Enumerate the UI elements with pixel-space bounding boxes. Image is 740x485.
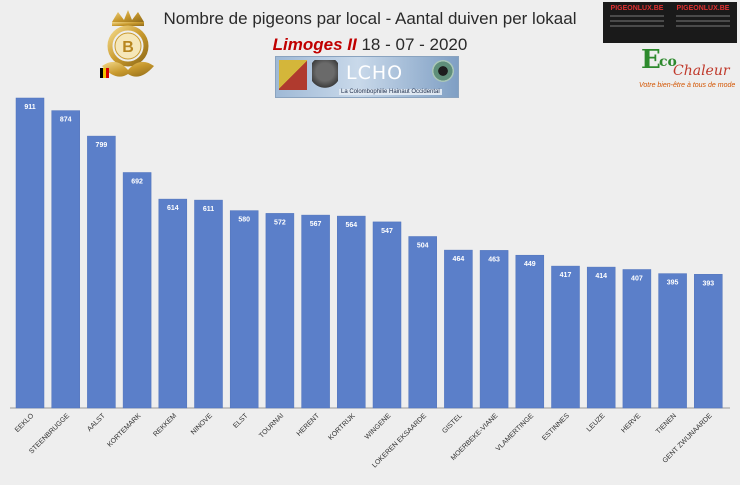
category-label: AALST (86, 412, 107, 433)
pigeon-icon (312, 60, 338, 90)
bar-aalst (87, 135, 116, 409)
data-label: 393 (702, 280, 714, 287)
data-label: 407 (631, 276, 643, 283)
bar-leuze (586, 266, 616, 409)
data-label: 417 (560, 272, 572, 279)
data-label: 874 (60, 117, 72, 124)
category-label: ESTINNES (541, 412, 571, 442)
data-label: 611 (203, 206, 214, 213)
hainaut-flag-icon (279, 60, 307, 90)
sponsor-right: PIGEONLUX.BE (672, 5, 734, 40)
bar-gent-zwijnaarde (694, 274, 723, 409)
bar-steenbrugge (51, 110, 80, 409)
bar-vlamertinge (515, 254, 545, 409)
bar-herve (622, 269, 652, 409)
eco-chaleur-logo: E co Chaleur Votre bien-être à tous de m… (639, 45, 739, 95)
category-label: STEENBRUGGE (28, 412, 71, 455)
eye-icon (432, 60, 454, 82)
bar-ninove (194, 199, 223, 409)
data-label: 564 (345, 222, 357, 229)
bar-tienen (658, 273, 687, 409)
lcho-banner: LCHO La Colombophilie Hainaut Occidental (275, 56, 459, 98)
category-label: HERVE (620, 412, 642, 434)
category-label: EEKLO (14, 412, 36, 434)
data-label: 464 (453, 256, 465, 263)
category-label: TIENEN (655, 412, 678, 435)
bar-rekkem (158, 198, 188, 409)
data-label: 572 (274, 219, 286, 226)
bar-herent (301, 214, 330, 409)
sponsor-right-text: PIGEONLUX.BE (676, 5, 730, 12)
bar-moerbeke-viane (479, 250, 509, 409)
sponsor-left: PIGEONLUX.BE (606, 5, 668, 40)
data-label: 567 (310, 221, 322, 228)
eco-e: E (641, 45, 661, 75)
bar-lokeren-eksaarde (408, 236, 437, 409)
bar-eeklo (15, 97, 45, 409)
data-label: 799 (96, 142, 108, 149)
data-label: 504 (417, 243, 429, 250)
banner-tagline: La Colombophilie Hainaut Occidental (339, 89, 442, 95)
category-label: KORTEMARK (106, 412, 142, 448)
eco-co: co (659, 54, 677, 70)
data-label: 395 (667, 280, 679, 287)
data-label: 580 (238, 217, 250, 224)
bar-elst (229, 210, 259, 409)
data-label: 911 (24, 104, 35, 111)
category-label: NINOVE (190, 412, 214, 436)
bar-kortrijk (337, 215, 366, 409)
banner-brand: LCHO (346, 62, 404, 84)
category-label: GISTEL (441, 412, 464, 435)
bar-kortemark (122, 172, 152, 409)
bar-gistel (444, 249, 473, 409)
data-label: 463 (488, 256, 500, 263)
category-label: REKKEM (152, 412, 178, 438)
data-label: 614 (167, 205, 179, 212)
sponsor-left-text: PIGEONLUX.BE (610, 5, 664, 12)
data-label: 547 (381, 228, 393, 235)
category-label: WINGENE (364, 412, 393, 441)
category-label: TOURNAI (258, 412, 285, 439)
category-label: LEUZE (586, 412, 607, 433)
bar-estinnes (551, 265, 580, 409)
category-label: KORTRIJK (327, 412, 357, 442)
race-name: Limoges II (272, 35, 357, 54)
race-date: 18 - 07 - 2020 (361, 35, 468, 54)
data-label: 414 (595, 273, 607, 280)
eco-slogan: Votre bien-être à tous de mode (639, 82, 736, 89)
bar-wingene (372, 221, 402, 409)
category-label: VLAMERTINGE (495, 412, 536, 453)
crest-letter: B (122, 39, 134, 56)
chart-title: Nombre de pigeons par local - Aantal dui… (163, 9, 577, 28)
eco-chaleur: Chaleur (673, 63, 730, 79)
category-label: ELST (232, 412, 250, 430)
data-label: 449 (524, 261, 536, 268)
data-label: 692 (131, 179, 143, 186)
sponsor-panel: PIGEONLUX.BE PIGEONLUX.BE (603, 2, 737, 43)
chart-subtitle: Limoges II 18 - 07 - 2020 (0, 35, 740, 55)
bar-tournai (265, 213, 295, 409)
category-label: HERENT (296, 412, 322, 438)
crest-logo-icon: B (100, 10, 154, 78)
